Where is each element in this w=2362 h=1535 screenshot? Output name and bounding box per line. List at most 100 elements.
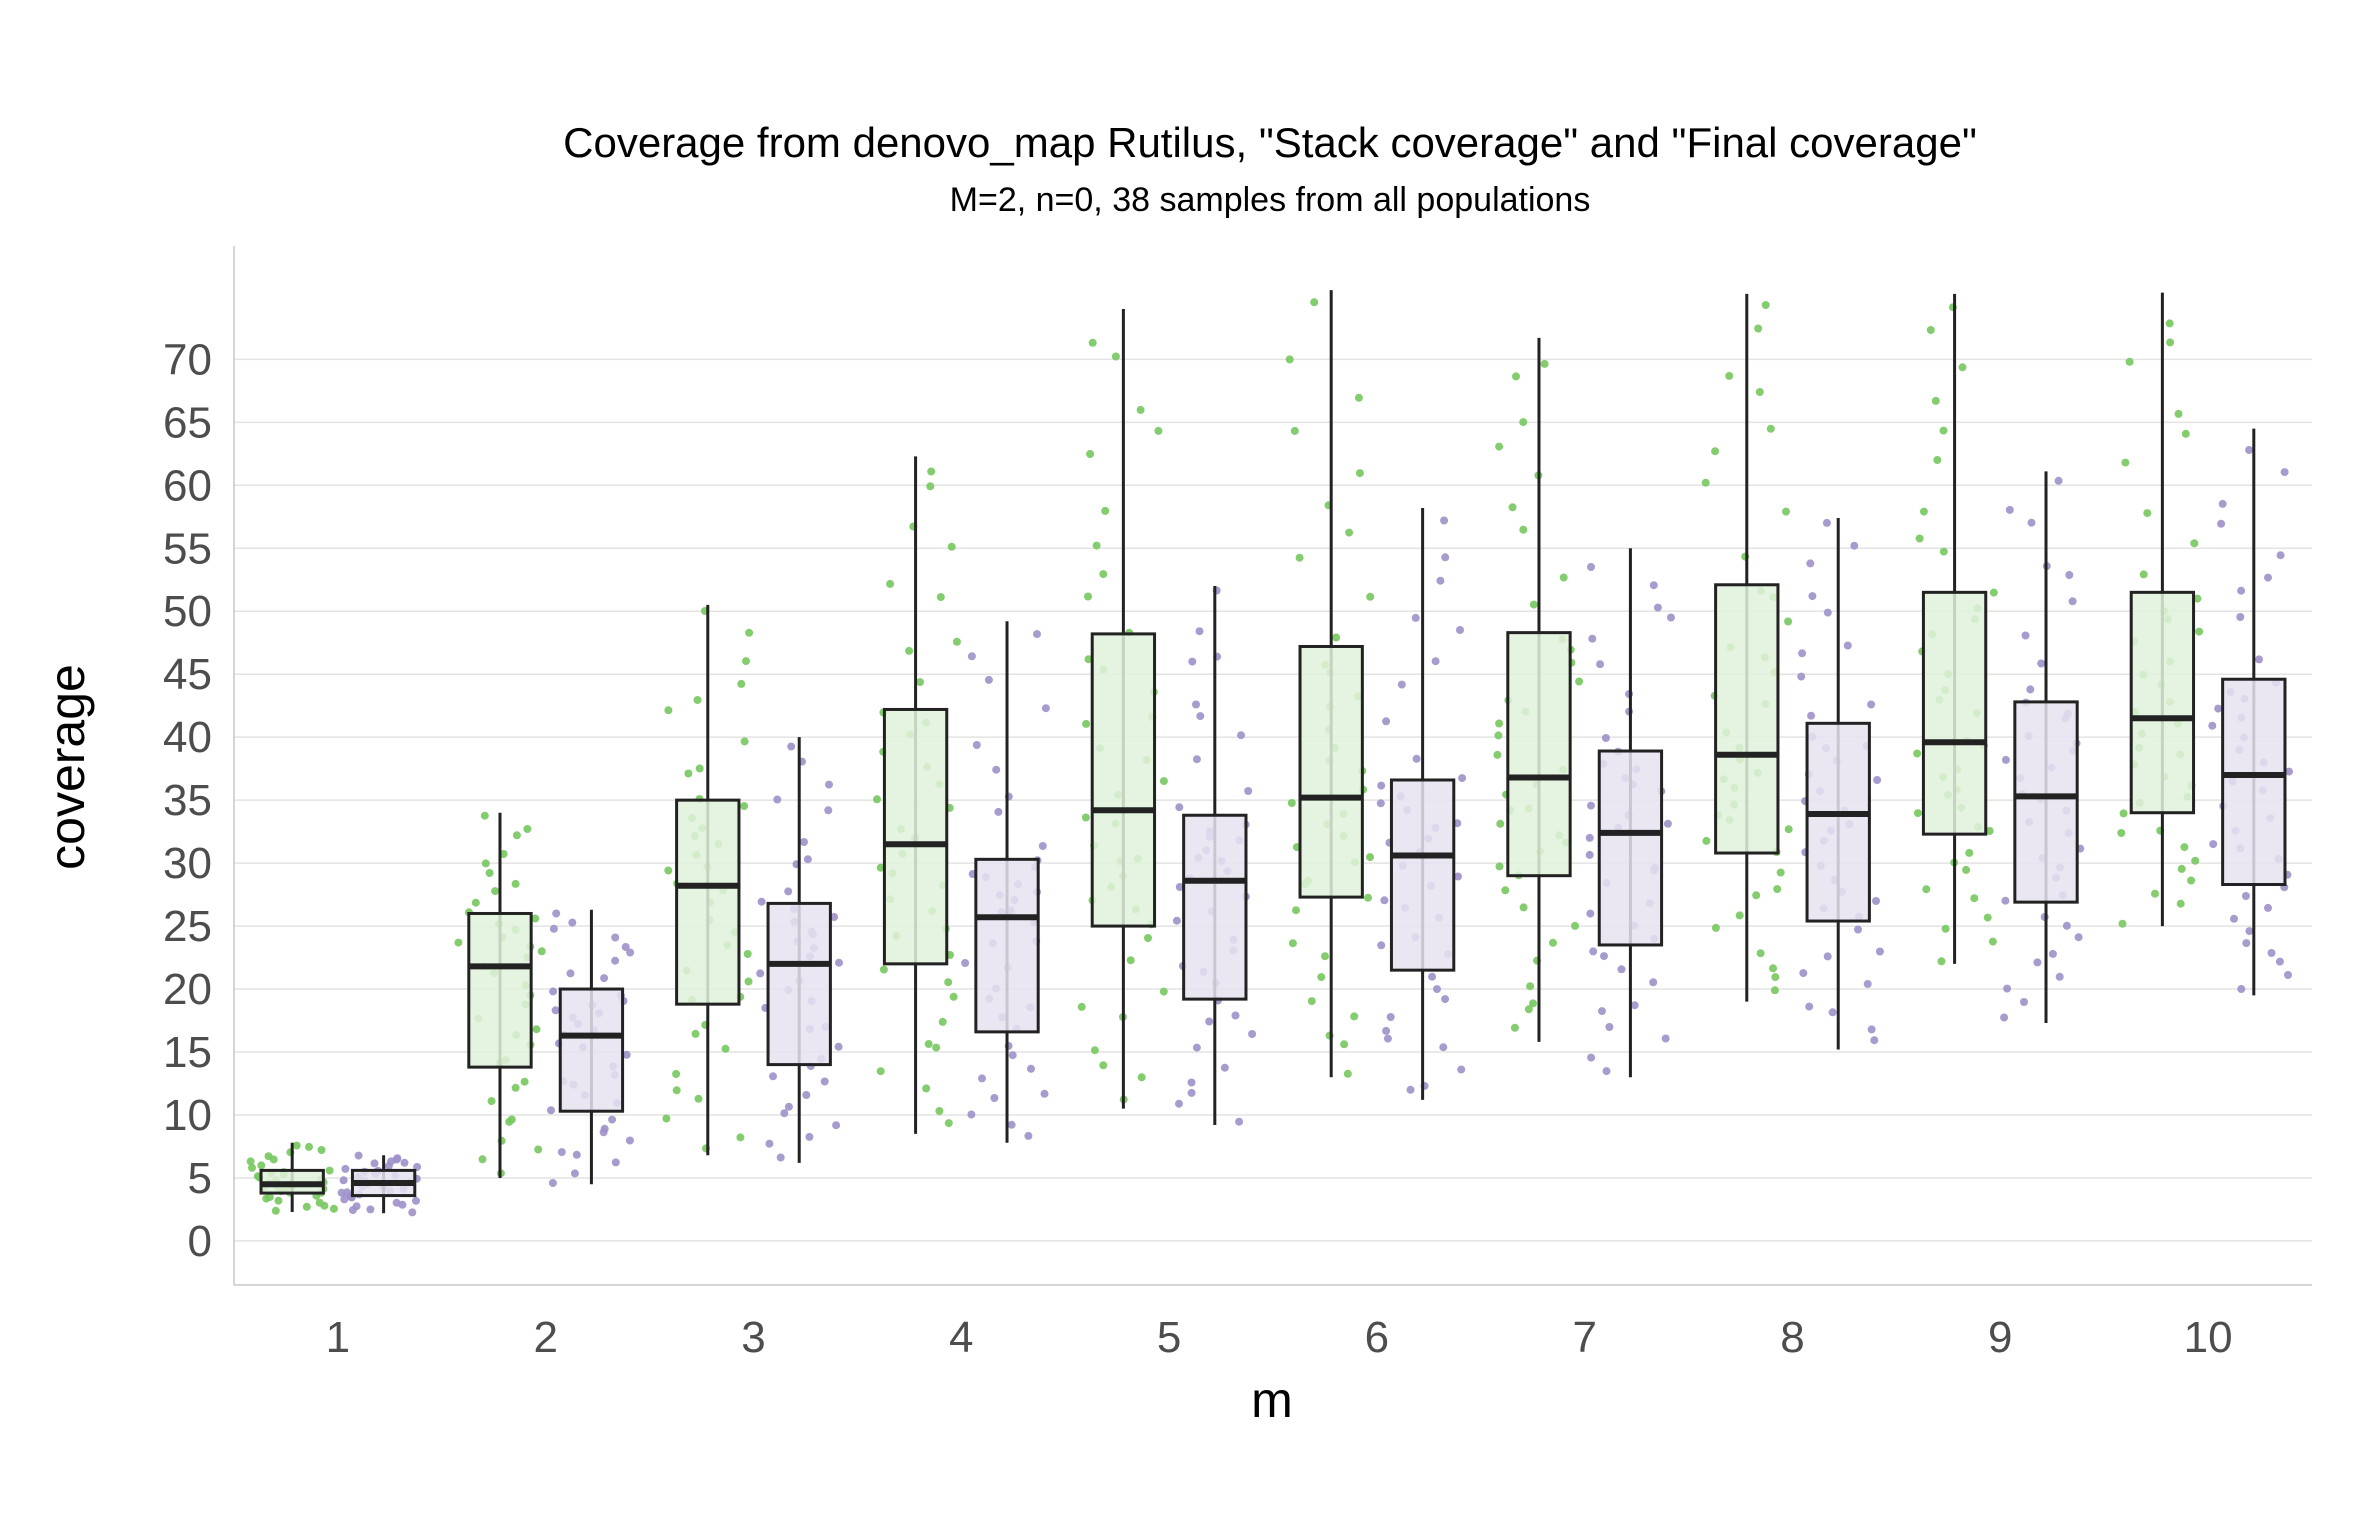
y-axis-title: coverage: [39, 664, 95, 870]
jitter-point: [248, 1163, 256, 1172]
jitter-point: [622, 1050, 631, 1059]
jitter-point: [499, 850, 508, 858]
jitter-point: [1458, 774, 1467, 783]
box-6-0: [1298, 644, 1364, 899]
jitter-point: [547, 1106, 555, 1115]
jitter-point: [1843, 641, 1852, 650]
jitter-point: [1754, 324, 1763, 333]
jitter-point: [1601, 734, 1610, 742]
jitter-point: [1440, 516, 1449, 525]
jitter-point: [1598, 1007, 1606, 1016]
jitter-point: [1922, 885, 1931, 894]
jitter-point: [1175, 883, 1184, 891]
x-tick-labels: 1 2 3 4 5 6 7 8 9 10: [326, 1313, 2233, 1362]
jitter-point: [1649, 978, 1658, 987]
jitter-point: [2214, 704, 2223, 713]
jitter-point: [1192, 700, 1200, 709]
jitter-point: [1397, 680, 1406, 689]
jitter-point: [1761, 301, 1770, 309]
jitter-point: [2048, 949, 2057, 958]
jitter-point: [1285, 355, 1294, 364]
jitter-point: [1915, 534, 1924, 543]
jitter-point: [1931, 396, 1940, 405]
jitter-point: [1588, 634, 1597, 643]
jitter-point: [1939, 426, 1948, 435]
jitter-point: [2143, 509, 2152, 518]
box-8-1: [1805, 721, 1871, 923]
jitter-point: [1602, 1067, 1611, 1076]
jitter-point: [1510, 1023, 1519, 1032]
jitter-point: [691, 1029, 700, 1038]
jitter-point: [949, 992, 958, 1001]
box-2-0: [467, 911, 533, 1069]
y-tick-label-35: 35: [163, 776, 212, 825]
jitter-point: [1244, 787, 1253, 795]
jitter-point: [1192, 755, 1201, 764]
jitter-point: [2065, 571, 2074, 579]
jitter-point: [1649, 581, 1658, 590]
jitter-point: [922, 1084, 931, 1093]
jitter-point: [1192, 1043, 1201, 1052]
jitter-point: [2237, 985, 2246, 993]
jitter-point: [1587, 563, 1595, 571]
jitter-point: [2264, 573, 2272, 582]
jitter-point: [1828, 1008, 1837, 1017]
jitter-point: [2033, 958, 2042, 967]
jitter-point: [672, 1086, 681, 1095]
jitter-point: [2255, 655, 2263, 664]
jitter-point: [1441, 995, 1450, 1004]
jitter-point: [972, 741, 981, 749]
jitter-point: [611, 1158, 620, 1167]
jitter-point: [1008, 1051, 1017, 1060]
jitter-point: [1965, 848, 1974, 857]
jitter-point: [1913, 749, 1922, 758]
jitter-point: [744, 977, 753, 986]
jitter-point: [2151, 889, 2159, 898]
jitter-point: [1630, 1001, 1639, 1010]
jitter-point: [1823, 608, 1832, 617]
jitter-point: [1797, 672, 1806, 681]
chart-title: Coverage from denovo_map Rutilus, "Stack…: [563, 119, 1977, 166]
jitter-point: [1175, 803, 1184, 812]
jitter-point: [1340, 1040, 1349, 1049]
jitter-point: [1870, 1036, 1879, 1045]
jitter-point: [1084, 592, 1092, 601]
jitter-point: [507, 1115, 516, 1124]
jitter-point: [1939, 547, 1948, 556]
jitter-point: [873, 795, 881, 804]
jitter-point: [478, 1155, 487, 1164]
y-tick-label-25: 25: [163, 902, 212, 951]
jitter-point: [932, 1043, 941, 1052]
jitter-point: [1188, 657, 1197, 666]
jitter-point: [664, 866, 673, 875]
jitter-point: [305, 1142, 313, 1151]
jitter-point: [2125, 357, 2134, 366]
jitter-point: [325, 1166, 334, 1175]
jitter-point: [1962, 865, 1971, 874]
x-tick-label-4: 4: [949, 1313, 973, 1362]
y-tick-label-50: 50: [163, 587, 212, 636]
jitter-point: [1343, 1069, 1352, 1078]
jitter-point: [1823, 952, 1832, 961]
jitter-point: [2264, 903, 2272, 912]
jitter-point: [1454, 872, 1462, 881]
jitter-point: [1196, 712, 1205, 721]
chart-subtitle: M=2, n=0, 38 samples from all population…: [950, 181, 1591, 219]
jitter-point: [2193, 594, 2202, 603]
jitter-point: [2195, 627, 2204, 636]
jitter-point: [600, 974, 609, 983]
jitter-point: [1989, 588, 1998, 597]
jitter-point: [1084, 655, 1093, 664]
x-axis-title: m: [1251, 1372, 1293, 1428]
jitter-point: [2177, 864, 2186, 873]
jitter-point: [1380, 896, 1389, 905]
jitter-point: [1822, 518, 1831, 527]
jitter-point: [1508, 503, 1517, 512]
jitter-point: [1495, 862, 1504, 871]
jitter-point: [1383, 1034, 1392, 1043]
jitter-point: [531, 914, 540, 923]
jitter-point: [936, 593, 945, 602]
jitter-point: [1090, 1046, 1099, 1055]
jitter-point: [1081, 813, 1090, 822]
